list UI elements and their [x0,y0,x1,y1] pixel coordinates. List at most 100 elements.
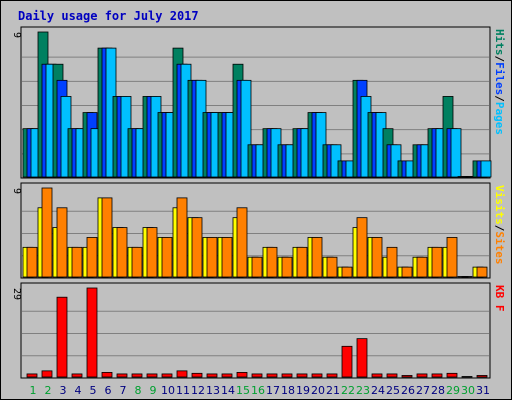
day-label-7: 7 [120,384,127,397]
bar-kbytes-day-4 [71,373,83,378]
bar-kbytes-day-15 [236,371,248,378]
bar-kbytes-day-30 [461,376,473,378]
legend-pages: Pages [493,102,506,135]
bar-sites-day-2 [41,187,53,278]
bar-sites-day-27 [416,256,428,278]
bar-sites-day-4 [71,246,83,278]
day-label-19: 19 [296,384,310,397]
legend-hits: Hits [493,29,506,56]
day-label-26: 26 [401,384,415,397]
day-label-14: 14 [221,384,235,397]
bar-sites-day-5 [86,237,98,278]
bar-sites-day-9 [146,227,158,278]
day-label-10: 10 [161,384,175,397]
day-label-20: 20 [311,384,325,397]
day-label-15: 15 [236,384,250,397]
bar-sites-day-19 [296,246,308,278]
bar-sites-day-23 [356,217,368,278]
day-label-1: 1 [30,384,37,397]
bar-sites-day-26 [401,266,413,278]
day-label-21: 21 [326,384,340,397]
bar-sites-day-8 [131,246,143,278]
x-axis-day-labels: 1 2 3 4 5 6 7 8 9 10 11 12 13 14 15 16 17 18 19 20 21 22 23 24 2… [30,384,491,397]
legend-separator: / [493,225,506,232]
day-label-12: 12 [191,384,205,397]
bar-kbytes-day-10 [161,373,173,378]
bar-kbytes-day-29 [446,372,458,378]
day-label-29: 29 [446,384,460,397]
legend-visits: Visits [493,185,506,225]
bar-kbytes-day-11 [176,370,188,378]
day-label-9: 9 [150,384,157,397]
day-label-16: 16 [251,384,265,397]
day-label-3: 3 [60,384,67,397]
bar-sites-day-1 [26,246,38,278]
y-max-label: 9 [11,188,22,194]
series-legend: Hits/Files/Pages [493,29,506,135]
y-max-label: 9 [11,32,22,38]
hits-files-pages-panel: 9 Hits/Files/Pages [11,26,506,179]
bar-sites-day-13 [206,237,218,278]
bar-sites-day-29 [446,237,458,278]
day-label-17: 17 [266,384,280,397]
series-legend: Visits/Sites [493,185,506,265]
bar-sites-day-3 [56,207,68,278]
bar-sites-day-7 [116,227,128,278]
bar-kbytes-day-27 [416,373,428,378]
y-max-label: 29 [11,288,22,300]
bar-pages-day-29 [450,128,462,178]
day-label-24: 24 [371,384,385,397]
bar-pages-day-31 [480,160,492,178]
bar-kbytes-day-22 [341,345,353,378]
day-label-22: 22 [341,384,355,397]
bar-sites-day-15 [236,207,248,278]
bar-sites-day-18 [281,256,293,278]
bar-kbytes-day-14 [221,373,233,378]
day-label-11: 11 [176,384,190,397]
bar-sites-day-24 [371,237,383,278]
day-label-4: 4 [75,384,82,397]
bar-sites-day-28 [431,246,443,278]
day-label-31: 31 [476,384,490,397]
bar-sites-day-21 [326,256,338,278]
bar-sites-day-20 [311,237,323,278]
visits-sites-panel: 9 Visits/Sites [11,182,506,279]
kbytes-panel: 29 KB F [11,282,506,379]
bar-kbytes-day-12 [191,372,203,378]
bar-kbytes-day-19 [296,373,308,378]
day-label-8: 8 [135,384,142,397]
bar-sites-day-16 [251,256,263,278]
bar-sites-day-6 [101,197,113,278]
bar-kbytes-day-18 [281,373,293,378]
bar-kbytes-day-9 [146,373,158,378]
legend-kb-f: KB F [493,285,506,312]
bar-kbytes-day-26 [401,375,413,378]
day-label-25: 25 [386,384,400,397]
bar-kbytes-day-1 [26,373,38,378]
bar-kbytes-day-20 [311,373,323,378]
legend-sites: Sites [493,231,506,264]
bar-sites-day-10 [161,237,173,278]
bar-kbytes-day-28 [431,373,443,378]
bar-kbytes-day-13 [206,373,218,378]
day-label-13: 13 [206,384,220,397]
day-label-27: 27 [416,384,430,397]
bar-kbytes-day-8 [131,373,143,378]
bar-kbytes-day-31 [476,375,488,378]
bar-sites-day-14 [221,237,233,278]
bar-kbytes-day-24 [371,373,383,378]
bar-kbytes-day-21 [326,373,338,378]
bar-kbytes-day-25 [386,373,398,378]
bar-sites-day-31 [476,266,488,278]
bar-sites-day-11 [176,197,188,278]
bar-sites-day-25 [386,246,398,278]
bar-sites-day-17 [266,246,278,278]
bar-kbytes-day-16 [251,373,263,378]
series-legend: KB F [493,285,506,312]
bar-sites-day-30 [461,276,473,278]
day-label-2: 2 [45,384,52,397]
day-label-28: 28 [431,384,445,397]
bar-kbytes-day-23 [356,338,368,378]
bar-pages-day-15 [240,79,252,178]
